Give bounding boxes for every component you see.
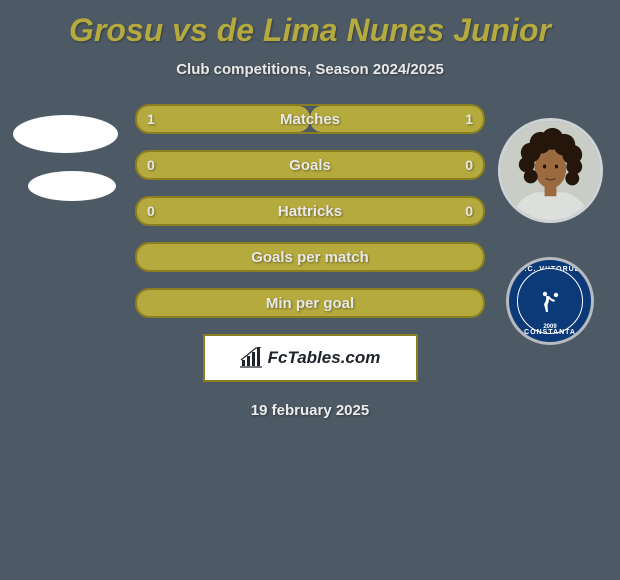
player-photo-right [498,118,603,223]
club-badge-right: F.C. VIITORUL 2009 CONSTANTA [506,257,594,345]
bar-chart-icon [240,347,262,369]
stat-value-left: 0 [147,203,155,219]
stat-row: 0 Hattricks 0 [135,196,485,226]
stat-value-right: 1 [465,111,473,127]
stat-row: Min per goal [135,288,485,318]
left-player-column [10,115,120,201]
stat-label: Goals per match [251,249,369,266]
branding-text: FcTables.com [268,348,381,368]
stat-value-right: 0 [465,157,473,173]
football-player-silhouette-icon [537,288,563,314]
badge-text-bottom: CONSTANTA [524,329,576,336]
stat-value-left: 0 [147,157,155,173]
subtitle: Club competitions, Season 2024/2025 [0,61,620,78]
stat-value-left: 1 [147,111,155,127]
club-badge-placeholder-left [28,171,116,201]
stat-value-right: 0 [465,203,473,219]
player-photo-placeholder-left [13,115,118,153]
stat-row: Goals per match [135,242,485,272]
stats-container: 1 Matches 1 0 Goals 0 0 Hattricks 0 Goals per mat… [135,104,485,318]
branding-box: FcTables.com [203,334,418,382]
stat-label: Goals [289,157,331,174]
page-title: Grosu vs de Lima Nunes Junior [0,0,620,49]
date-text: 19 february 2025 [0,402,620,419]
stat-label: Hattricks [278,203,342,220]
stat-row: 1 Matches 1 [135,104,485,134]
stat-label: Min per goal [266,295,354,312]
stat-label: Matches [280,111,340,128]
stat-row: 0 Goals 0 [135,150,485,180]
player-portrait-svg [501,121,600,220]
right-player-column: F.C. VIITORUL 2009 CONSTANTA [490,118,610,345]
